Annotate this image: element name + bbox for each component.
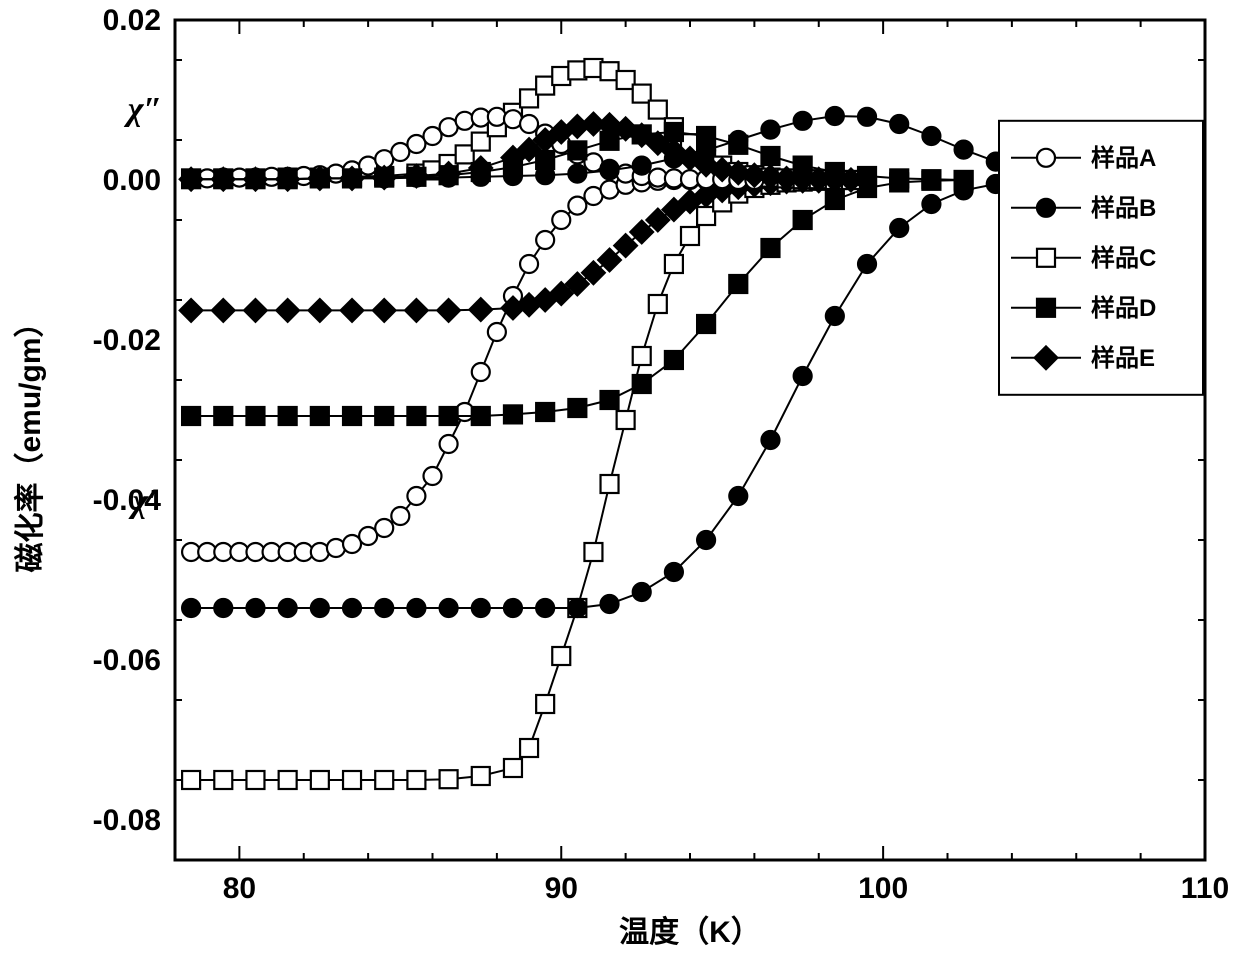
- y-tick-label: -0.02: [93, 324, 161, 357]
- legend-label: 样品D: [1091, 294, 1156, 322]
- legend-label: 样品B: [1091, 194, 1156, 222]
- y-tick-label: -0.06: [93, 644, 161, 677]
- legend-label: 样品C: [1091, 244, 1156, 272]
- y-tick-label: -0.08: [93, 804, 161, 837]
- y-tick-label: 0.00: [103, 164, 161, 197]
- annotation: χ″: [124, 91, 163, 128]
- chart-svg: 8090100110温度（K）-0.08-0.06-0.04-0.020.000…: [0, 0, 1240, 966]
- x-tick-label: 90: [545, 872, 578, 905]
- y-tick-label: 0.02: [103, 4, 161, 37]
- legend-label: 样品A: [1091, 144, 1156, 172]
- legend-label: 样品E: [1091, 344, 1155, 372]
- x-tick-label: 100: [858, 872, 908, 905]
- annotation: χ′: [128, 483, 157, 520]
- x-tick-label: 110: [1181, 872, 1229, 905]
- chart-container: { "chart": { "type": "line", "width": 12…: [0, 0, 1240, 966]
- x-axis-label: 温度（K）: [619, 915, 761, 949]
- y-axis-label: 磁化率（emu/gm）: [13, 307, 47, 572]
- x-tick-label: 80: [223, 872, 256, 905]
